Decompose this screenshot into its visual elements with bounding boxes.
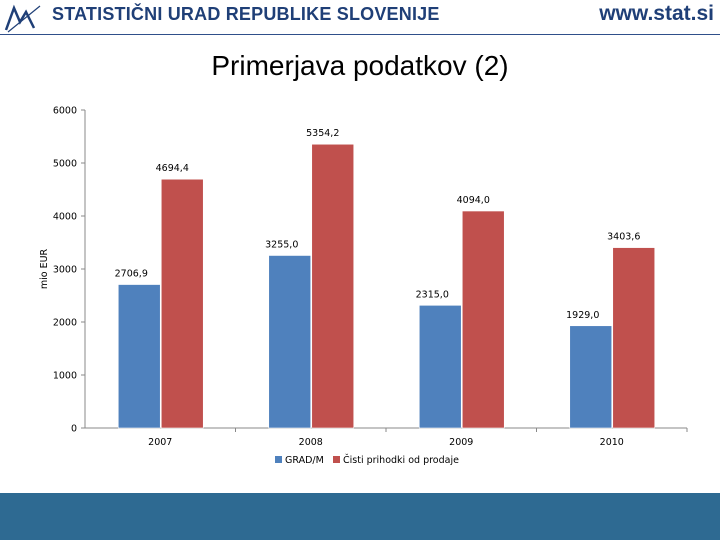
- data-label: 1929,0: [566, 310, 599, 321]
- data-label: 2315,0: [416, 289, 449, 300]
- x-tick-label: 2008: [299, 437, 323, 448]
- bar-grad-m: [117, 284, 161, 429]
- sors-logo-icon: [4, 4, 41, 33]
- data-label: 3255,0: [265, 239, 298, 250]
- y-tick-label: 2000: [53, 318, 77, 329]
- bar-grad-m: [569, 325, 613, 429]
- legend-swatch: [275, 456, 282, 463]
- y-tick-label: 5000: [53, 159, 77, 170]
- bar-chart: 0 1000 2000 3000 4000 5000 6000 mio EUR 2007 2706…: [39, 106, 688, 466]
- header-bar: STATISTIČNI URAD REPUBLIKE SLOVENIJE www…: [0, 0, 720, 40]
- bar-cisti-prihodki: [311, 143, 355, 429]
- slide-title: Primerjava podatkov (2): [211, 50, 509, 81]
- bar-cisti-prihodki: [160, 178, 204, 429]
- x-tick-label: 2009: [449, 437, 473, 448]
- legend-swatch: [333, 456, 340, 463]
- y-tick-label: 3000: [53, 265, 77, 276]
- header-divider: [0, 34, 720, 35]
- data-label: 4094,0: [457, 195, 490, 206]
- y-tick-label: 0: [71, 424, 77, 435]
- data-label: 5354,2: [306, 128, 339, 139]
- x-tick-label: 2010: [600, 437, 624, 448]
- data-label: 3403,6: [607, 232, 640, 243]
- legend-label: Čisti prihodki od prodaje: [343, 454, 459, 466]
- organization-name: STATISTIČNI URAD REPUBLIKE SLOVENIJE: [52, 4, 440, 24]
- data-label: 4694,4: [156, 163, 189, 174]
- bar-cisti-prihodki: [612, 247, 656, 429]
- y-axis-title: mio EUR: [39, 248, 50, 289]
- bar-cisti-prihodki: [461, 210, 505, 429]
- y-tick-label: 4000: [53, 212, 77, 223]
- bar-grad-m: [268, 255, 312, 429]
- data-label: 2706,9: [115, 269, 148, 280]
- footer-band: [0, 493, 720, 540]
- y-tick-label: 1000: [53, 371, 77, 382]
- legend-label: GRAD/M: [285, 455, 324, 466]
- bar-grad-m: [418, 305, 462, 429]
- y-tick-label: 6000: [53, 106, 77, 117]
- website-url[interactable]: www.stat.si: [599, 2, 714, 25]
- x-tick-label: 2007: [148, 437, 172, 448]
